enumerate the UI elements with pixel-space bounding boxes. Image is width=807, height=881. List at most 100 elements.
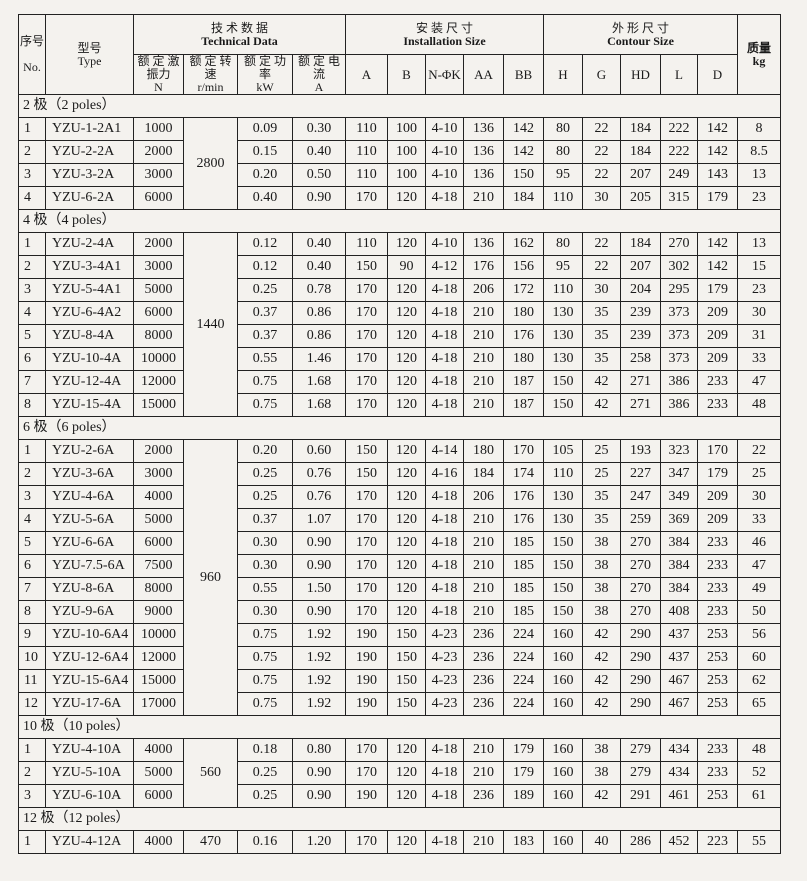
table-cell: 10	[18, 646, 46, 670]
table-cell: 384	[660, 577, 698, 601]
table-row: 2 YZU-3-6A 3000 0.25 0.76 150 120 4-16 184 174 110…	[18, 462, 781, 486]
table-cell: 6000	[133, 784, 184, 808]
table-cell: 4-18	[425, 600, 464, 624]
table-cell: 2	[18, 462, 46, 486]
table-row: 1 YZU-2-4A 2000 1440 0.12 0.40 110 120 4-10 136 16…	[18, 232, 781, 417]
table-row: 1 YZU-4-12A 4000 470 0.16 1.20 170 120 4-18 210 18…	[18, 830, 781, 854]
table-cell: 13	[737, 232, 781, 256]
table-row: 6 YZU-10-4A 10000 0.55 1.46 170 120 4-18 210 180 1…	[18, 347, 781, 371]
table-cell: 0.20	[237, 439, 293, 463]
table-cell: 184	[463, 462, 504, 486]
table-cell: 160	[543, 646, 583, 670]
table-cell: 373	[660, 347, 698, 371]
table-cell: 204	[620, 278, 661, 302]
table-cell: 279	[620, 761, 661, 785]
table-cell: 9	[18, 623, 46, 647]
table-cell: 4-23	[425, 646, 464, 670]
table-cell: 290	[620, 623, 661, 647]
table-cell: 2000	[133, 439, 184, 463]
table-cell: 49	[737, 577, 781, 601]
table-cell: 4-18	[425, 393, 464, 417]
table-row: 10 YZU-12-6A4 12000 0.75 1.92 190 150 4-23 236 22…	[18, 646, 781, 670]
table-cell: 347	[660, 462, 698, 486]
table-cell: 55	[737, 830, 781, 854]
table-cell: 210	[463, 186, 504, 210]
table-cell: 160	[543, 738, 583, 762]
table-cell: 6000	[133, 301, 184, 325]
table-cell: 150	[387, 692, 426, 716]
table-cell: 65	[737, 692, 781, 716]
table-row: 4 YZU-5-6A 5000 0.37 1.07 170 120 4-18 210 176 130…	[18, 508, 781, 532]
table-cell: 120	[387, 600, 426, 624]
table-cell: 222	[660, 140, 698, 164]
col-header-contour-4: D	[697, 54, 738, 95]
table-cell: 95	[543, 255, 583, 279]
table-cell: YZU-6-2A	[45, 186, 134, 210]
table-cell: 271	[620, 370, 661, 394]
table-cell: 10000	[133, 623, 184, 647]
table-cell: 233	[697, 761, 738, 785]
table-cell: 9000	[133, 600, 184, 624]
table-cell: 434	[660, 761, 698, 785]
table-cell: 6	[18, 554, 46, 578]
table-cell: 290	[620, 669, 661, 693]
table-cell: 170	[345, 600, 388, 624]
table-cell: 25	[582, 462, 621, 486]
table-cell: 120	[387, 738, 426, 762]
table-cell: 253	[697, 784, 738, 808]
table-cell: 270	[620, 554, 661, 578]
table-cell: 3	[18, 163, 46, 187]
table-cell: 5000	[133, 508, 184, 532]
table-cell: 0.90	[292, 186, 346, 210]
pole-group-header: 2 极（2 poles）	[18, 94, 781, 118]
table-cell: YZU-5-6A	[45, 508, 134, 532]
table-cell: 270	[620, 531, 661, 555]
table-cell: 40	[582, 830, 621, 854]
table-cell: 120	[387, 554, 426, 578]
table-cell: 4-10	[425, 232, 464, 256]
table-cell: 233	[697, 738, 738, 762]
table-cell: 210	[463, 508, 504, 532]
table-cell: 38	[582, 761, 621, 785]
table-cell: 209	[697, 485, 738, 509]
table-cell: 0.90	[292, 761, 346, 785]
table-cell: 8	[18, 600, 46, 624]
pole-group-header: 4 极（4 poles）	[18, 209, 781, 233]
table-cell: 1	[18, 830, 46, 854]
table-cell: 4-18	[425, 186, 464, 210]
table-cell: 142	[697, 140, 738, 164]
col-header-contour-1: G	[582, 54, 621, 95]
table-cell: 60	[737, 646, 781, 670]
table-row: 2 YZU-2-2A 2000 0.15 0.40 110 100 4-10 136 142 80 2…	[18, 140, 781, 164]
table-cell: 142	[503, 140, 544, 164]
table-cell: 179	[503, 761, 544, 785]
rated-speed-cell: 1440	[183, 232, 238, 417]
table-cell: 0.20	[237, 163, 293, 187]
table-cell: 170	[345, 485, 388, 509]
table-cell: 35	[582, 347, 621, 371]
table-cell: 279	[620, 738, 661, 762]
table-cell: 156	[503, 255, 544, 279]
table-cell: 2000	[133, 140, 184, 164]
col-header-contour-2: HD	[620, 54, 661, 95]
table-cell: 4-18	[425, 830, 464, 854]
table-cell: 170	[345, 761, 388, 785]
table-cell: 46	[737, 531, 781, 555]
table-cell: 1.92	[292, 646, 346, 670]
table-cell: 233	[697, 554, 738, 578]
table-cell: 0.25	[237, 761, 293, 785]
table-cell: 136	[463, 163, 504, 187]
table-cell: 185	[503, 600, 544, 624]
table-cell: YZU-7.5-6A	[45, 554, 134, 578]
table-cell: 30	[737, 301, 781, 325]
table-cell: 236	[463, 646, 504, 670]
table-cell: 210	[463, 830, 504, 854]
table-row: 11 YZU-15-6A4 15000 0.75 1.92 190 150 4-23 236 22…	[18, 669, 781, 693]
table-cell: 179	[697, 186, 738, 210]
col-header-no: 序号 No.	[18, 14, 46, 95]
rated-speed-cell: 470	[183, 830, 238, 854]
table-cell: 0.18	[237, 738, 293, 762]
table-cell: 22	[582, 140, 621, 164]
table-cell: 4-18	[425, 761, 464, 785]
table-cell: 120	[387, 393, 426, 417]
